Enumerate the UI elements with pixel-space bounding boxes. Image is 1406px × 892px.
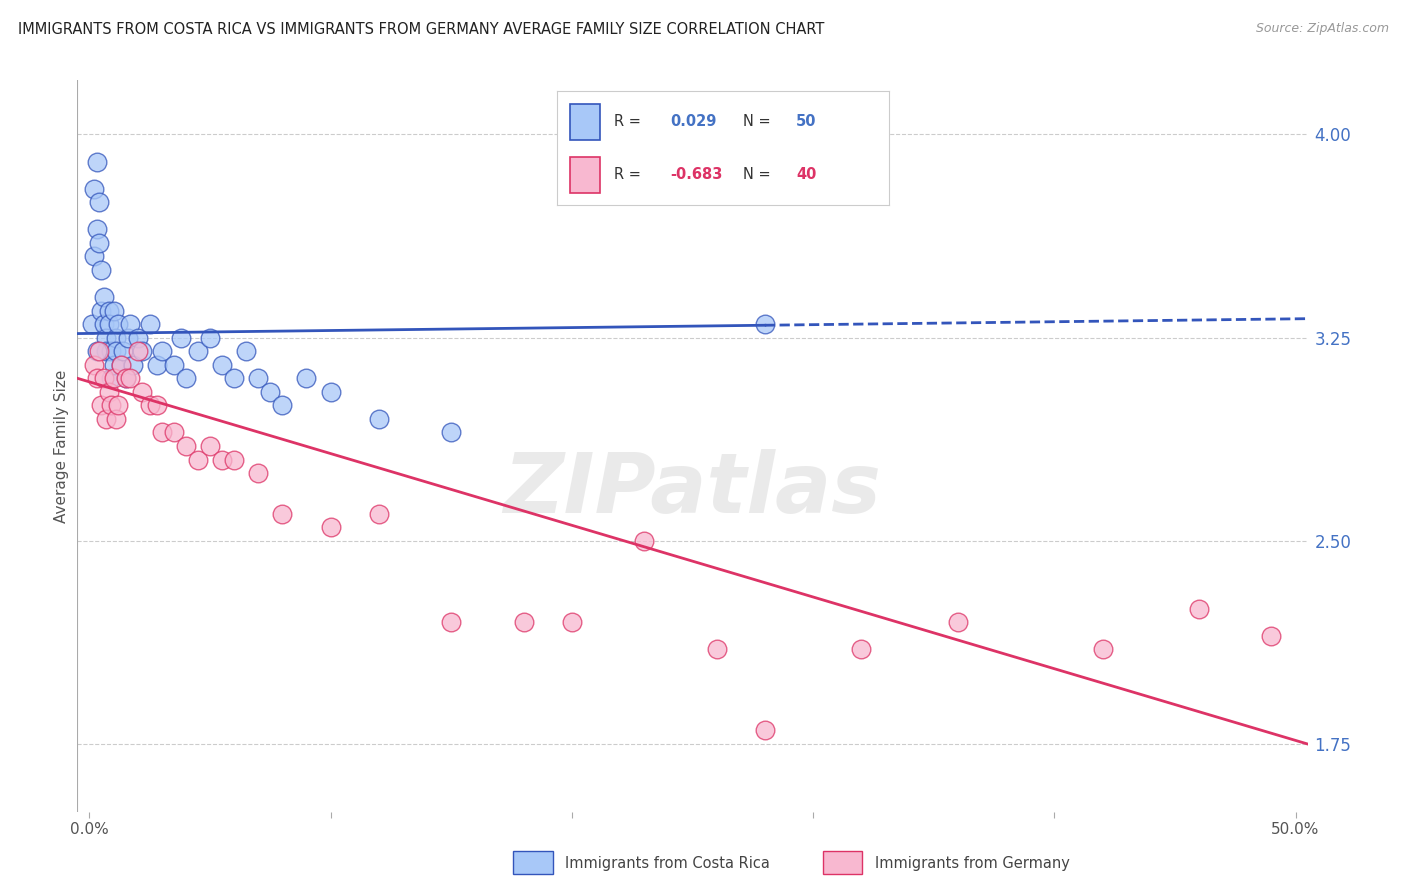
Point: [97, 317, 120, 331]
Point: [211, 452, 233, 467]
Text: IMMIGRANTS FROM COSTA RICA VS IMMIGRANTS FROM GERMANY AVERAGE FAMILY SIZE CORREL: IMMIGRANTS FROM COSTA RICA VS IMMIGRANTS…: [18, 22, 825, 37]
Point: [114, 371, 136, 385]
Point: [754, 317, 776, 331]
Point: [87, 235, 110, 250]
Point: [271, 398, 294, 412]
Point: [247, 466, 270, 480]
Point: [512, 615, 534, 629]
Point: [83, 249, 105, 263]
Point: [100, 398, 122, 412]
Point: [107, 398, 129, 412]
Point: [97, 384, 120, 399]
Point: [754, 723, 776, 738]
Point: [440, 615, 463, 629]
Point: [367, 507, 389, 521]
Point: [146, 398, 169, 412]
Point: [121, 358, 143, 372]
Point: [319, 384, 342, 399]
Point: [90, 263, 112, 277]
Point: [103, 358, 125, 372]
Point: [93, 317, 115, 331]
Point: [110, 358, 132, 372]
Text: Source: ZipAtlas.com: Source: ZipAtlas.com: [1256, 22, 1389, 36]
Point: [211, 358, 233, 372]
Point: [103, 303, 125, 318]
Point: [1188, 601, 1211, 615]
Point: [104, 412, 127, 426]
Point: [706, 642, 728, 657]
Point: [633, 533, 655, 548]
Point: [295, 371, 318, 385]
Point: [87, 195, 110, 210]
Point: [127, 344, 149, 359]
Text: Immigrants from Germany: Immigrants from Germany: [875, 856, 1070, 871]
Point: [80, 317, 103, 331]
Point: [93, 371, 115, 385]
Point: [112, 344, 135, 359]
Point: [103, 371, 125, 385]
Point: [440, 425, 463, 440]
Point: [131, 344, 153, 359]
Point: [131, 384, 153, 399]
Point: [247, 371, 270, 385]
Point: [224, 371, 246, 385]
Point: [120, 371, 142, 385]
Point: [120, 317, 142, 331]
Point: [174, 439, 197, 453]
Point: [851, 642, 873, 657]
Point: [117, 331, 139, 345]
Point: [127, 331, 149, 345]
Point: [146, 358, 169, 372]
Point: [224, 452, 246, 467]
Point: [187, 452, 209, 467]
Point: [107, 317, 129, 331]
Point: [104, 344, 127, 359]
Point: [93, 290, 115, 304]
Point: [138, 317, 160, 331]
Point: [187, 344, 209, 359]
Point: [174, 371, 197, 385]
Point: [83, 358, 105, 372]
Point: [170, 331, 193, 345]
Point: [198, 439, 221, 453]
Text: Immigrants from Costa Rica: Immigrants from Costa Rica: [565, 856, 770, 871]
Point: [271, 507, 294, 521]
Point: [90, 398, 112, 412]
Point: [163, 358, 186, 372]
Point: [100, 344, 122, 359]
Point: [138, 398, 160, 412]
Point: [150, 425, 173, 440]
Point: [87, 344, 110, 359]
Point: [163, 425, 186, 440]
Point: [86, 371, 108, 385]
Point: [561, 615, 583, 629]
Point: [90, 303, 112, 318]
Point: [1091, 642, 1114, 657]
Point: [96, 412, 118, 426]
Point: [96, 344, 118, 359]
Point: [114, 371, 136, 385]
Point: [1260, 629, 1282, 643]
Point: [198, 331, 221, 345]
Point: [100, 371, 122, 385]
Point: [110, 358, 132, 372]
Y-axis label: Average Family Size: Average Family Size: [53, 369, 69, 523]
Point: [83, 181, 105, 195]
Point: [86, 154, 108, 169]
Point: [96, 331, 118, 345]
Point: [86, 344, 108, 359]
Point: [367, 412, 389, 426]
Point: [97, 303, 120, 318]
Point: [946, 615, 969, 629]
Point: [150, 344, 173, 359]
Text: ZIPatlas: ZIPatlas: [503, 450, 882, 531]
Point: [235, 344, 257, 359]
Point: [104, 331, 127, 345]
Point: [259, 384, 281, 399]
Point: [319, 520, 342, 534]
Point: [86, 222, 108, 236]
